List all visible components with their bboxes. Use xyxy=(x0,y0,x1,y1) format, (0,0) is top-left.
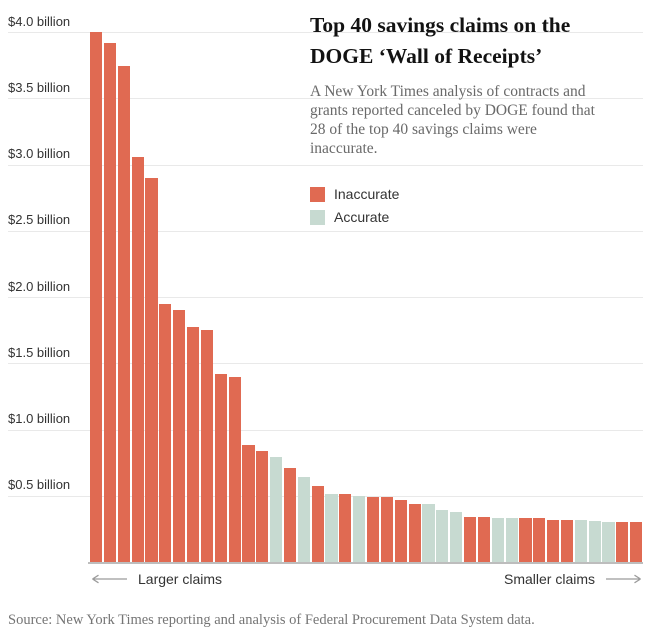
gridline xyxy=(8,297,643,298)
bar-claim-35-inaccurate xyxy=(560,519,574,562)
inaccurate-swatch-icon xyxy=(310,187,325,202)
bar-claim-30-accurate xyxy=(491,518,504,562)
bar-claim-3-inaccurate xyxy=(117,66,130,562)
bar-claim-26-accurate xyxy=(436,510,449,562)
bar-claim-16-accurate xyxy=(297,477,310,562)
bar-claim-21-inaccurate xyxy=(367,497,380,562)
source-note: Source: New York Times reporting and ana… xyxy=(8,612,535,628)
gridline xyxy=(8,230,643,232)
bar-claim-18-accurate xyxy=(325,494,338,562)
bar-claim-25-accurate xyxy=(422,503,435,562)
bar-claim-1-inaccurate xyxy=(90,32,103,562)
y-tick-label: $3.0 billion xyxy=(8,146,71,161)
bar-claim-33-inaccurate xyxy=(533,518,546,562)
bar-claim-36-accurate xyxy=(574,519,587,562)
legend-label-inaccurate: Inaccurate xyxy=(334,186,400,202)
bar-claim-24-inaccurate xyxy=(408,503,421,562)
legend-item-inaccurate: Inaccurate xyxy=(310,187,399,202)
y-tick-label: $3.5 billion xyxy=(8,79,71,95)
bar-claim-23-inaccurate xyxy=(394,499,407,562)
bar-claim-38-accurate xyxy=(602,522,615,562)
bar-claim-22-inaccurate xyxy=(380,497,394,562)
x-axis-baseline xyxy=(88,562,643,564)
y-tick-label: $1.5 billion xyxy=(8,344,71,360)
bar-claim-29-inaccurate xyxy=(477,516,490,562)
bar-claim-37-accurate xyxy=(588,520,601,562)
bar-claim-31-accurate xyxy=(505,518,518,562)
y-tick-label: $2.5 billion xyxy=(8,212,71,228)
chart-subtitle: A New York Times analysis of contracts a… xyxy=(310,82,595,158)
page-title: Top 40 savings claims on the DOGE ‘Wall … xyxy=(310,10,570,72)
bar-claim-7-inaccurate xyxy=(173,310,186,562)
smaller-claims-label: Smaller claims xyxy=(504,570,643,588)
bar-claim-9-inaccurate xyxy=(200,330,213,562)
gridline xyxy=(8,164,643,166)
left-arrow-icon xyxy=(92,574,127,584)
bar-claim-2-inaccurate xyxy=(103,42,117,562)
bar-claim-5-inaccurate xyxy=(145,177,158,562)
gridline xyxy=(8,429,643,431)
gridline xyxy=(8,32,643,33)
bar-claim-13-inaccurate xyxy=(256,450,269,562)
bar-claim-19-inaccurate xyxy=(339,494,352,562)
larger-claims-label: Larger claims xyxy=(90,570,222,588)
title-line-1: Top 40 savings claims on the xyxy=(310,13,571,37)
bar-claim-40-inaccurate xyxy=(630,522,643,562)
bar-claim-4-inaccurate xyxy=(131,156,144,562)
legend-label-accurate: Accurate xyxy=(334,209,390,225)
bar-claim-27-accurate xyxy=(450,511,463,562)
bar-claim-10-inaccurate xyxy=(214,373,227,562)
subtitle-line-3: 28 of the top 40 savings claims were xyxy=(310,121,537,138)
subtitle-line-2: grants reported canceled by DOGE found t… xyxy=(310,102,595,119)
legend: Inaccurate Accurate xyxy=(310,187,399,233)
bar-claim-15-inaccurate xyxy=(283,467,297,562)
bar-claim-39-inaccurate xyxy=(616,522,629,562)
smaller-claims-text: Smaller claims xyxy=(503,571,595,587)
gridline xyxy=(8,98,643,100)
gridline xyxy=(8,363,643,365)
y-tick-label: $0.5 billion xyxy=(8,477,71,493)
right-arrow-icon xyxy=(606,574,641,584)
y-tick-label: $4.0 billion xyxy=(8,13,71,29)
bar-claim-6-inaccurate xyxy=(159,303,172,562)
y-tick-label: $2.0 billion xyxy=(8,278,71,294)
bar-claim-8-inaccurate xyxy=(186,327,200,562)
bar-claim-32-inaccurate xyxy=(519,518,532,562)
bar-claim-34-inaccurate xyxy=(547,519,560,562)
accurate-swatch-icon xyxy=(310,210,325,225)
subtitle-line-1: A New York Times analysis of contracts a… xyxy=(310,83,586,100)
bar-claim-12-inaccurate xyxy=(242,445,255,562)
bar-claim-11-inaccurate xyxy=(228,376,241,562)
subtitle-line-4: inaccurate. xyxy=(310,140,378,157)
y-tick-label: $1.0 billion xyxy=(8,411,71,426)
legend-item-accurate: Accurate xyxy=(310,210,399,225)
bar-claim-17-inaccurate xyxy=(311,486,324,562)
bar-claim-14-accurate xyxy=(270,457,283,562)
bar-claim-20-accurate xyxy=(353,495,366,562)
title-line-2: DOGE ‘Wall of Receipts’ xyxy=(310,44,543,68)
larger-claims-text: Larger claims xyxy=(138,571,223,587)
bar-claim-28-inaccurate xyxy=(463,516,477,562)
